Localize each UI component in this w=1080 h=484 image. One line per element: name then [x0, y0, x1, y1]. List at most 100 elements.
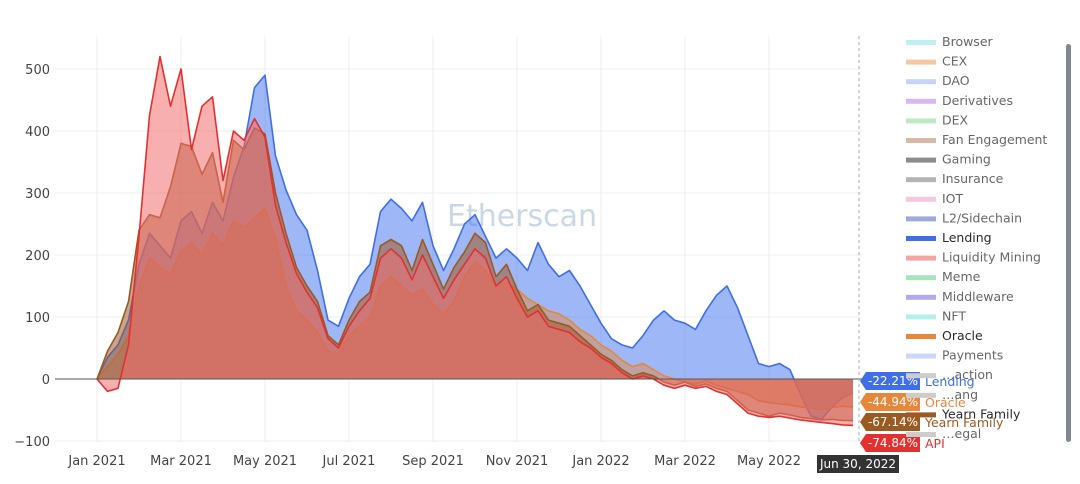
series-area-api: [97, 56, 853, 426]
end-label-lending: -22.21% Lending: [860, 372, 975, 390]
legend-swatch: [906, 177, 936, 183]
y-tick-label: 400: [25, 125, 50, 140]
x-tick-label: Mar 2021: [150, 454, 212, 469]
legend-label: NFT: [942, 308, 966, 323]
end-label-box: [860, 413, 920, 431]
legend-item--egal[interactable]: …egal: [906, 426, 981, 441]
end-label-series-name: API: [925, 436, 945, 451]
legend-label: Gaming: [942, 152, 991, 167]
end-label-value: -22.21%: [868, 374, 918, 388]
legend-swatch: [906, 334, 936, 339]
end-label-box: [860, 434, 920, 452]
legend-swatch: [906, 118, 936, 124]
legend-label: …action: [942, 367, 993, 382]
legend-label: Yearn Family: [941, 406, 1021, 421]
end-label-oracle: -44.94% Oracle: [860, 393, 966, 411]
legend-item-nft[interactable]: NFT: [906, 308, 966, 323]
legend-item-liquidity-mining[interactable]: Liquidity Mining: [906, 250, 1041, 265]
legend-swatch: [906, 392, 936, 398]
legend-swatch: [906, 40, 936, 45]
legend-item-dao[interactable]: DAO: [906, 73, 970, 88]
end-label-box: [860, 393, 920, 411]
end-label-api: -74.84% API: [860, 434, 945, 452]
legend-item-meme[interactable]: Meme: [906, 269, 981, 284]
series-line-api: [96, 55, 854, 427]
legend-item--ang[interactable]: …ang: [906, 387, 978, 402]
end-labels: -22.21% Lending -44.94% Oracle -67.14% Yearn …: [860, 372, 1004, 452]
legend-item-middleware[interactable]: Middleware: [906, 289, 1014, 304]
legend-label: Liquidity Mining: [942, 250, 1041, 265]
end-label-series-name: Yearn Family: [924, 415, 1004, 430]
legend-item-iot[interactable]: IOT: [906, 191, 964, 206]
legend-label: CEX: [942, 54, 968, 69]
y-tick-label: 0: [42, 373, 50, 388]
x-tick-label: May 2021: [233, 454, 297, 469]
hover-date-label: Jun 30, 2022: [819, 457, 896, 471]
legend-scrollbar[interactable]: [1066, 44, 1071, 442]
legend-swatch: [906, 432, 936, 437]
legend-swatch: [906, 255, 936, 261]
legend-label: Meme: [942, 269, 981, 284]
hover-date-box: [817, 455, 899, 473]
legend-label: …egal: [942, 426, 981, 441]
legend-label: L2/Sidechain: [942, 210, 1022, 225]
legend-swatch: [906, 157, 936, 163]
legend-item-insurance[interactable]: Insurance: [906, 171, 1004, 186]
legend-swatch: [906, 138, 936, 143]
legend-item-lending[interactable]: Lending: [906, 230, 992, 245]
legend-label: Oracle: [942, 328, 983, 343]
legend-swatch: [906, 59, 936, 65]
legend-swatch: [906, 275, 936, 281]
legend-item-oracle[interactable]: Oracle: [906, 328, 983, 343]
hover-date-tooltip: Jun 30, 2022: [817, 455, 899, 473]
legend-swatch: [906, 373, 936, 379]
legend-item-gaming[interactable]: Gaming: [906, 152, 991, 167]
legend-label: DAO: [942, 73, 970, 88]
x-tick-label: Jan 2022: [571, 454, 629, 469]
legend-item-dex[interactable]: DEX: [906, 112, 969, 127]
legend-swatch: [906, 353, 936, 359]
legend-item-l2-sidechain[interactable]: L2/Sidechain: [906, 210, 1022, 225]
legend[interactable]: Browser CEX DAO Derivatives DEX Fan Engagemen…: [906, 34, 1047, 441]
x-tick-label: May 2022: [737, 454, 801, 469]
x-tick-label: Mar 2022: [654, 454, 716, 469]
legend-swatch: [906, 98, 936, 104]
y-axis: 500 400 300 200 100 0 −100: [14, 63, 50, 450]
series-layer: [96, 55, 854, 427]
y-tick-label: 200: [25, 249, 50, 264]
legend-item-payments[interactable]: Payments: [906, 348, 1003, 363]
legend-item-browser[interactable]: Browser: [906, 34, 994, 49]
legend-swatch: [906, 236, 936, 241]
legend-label: IOT: [942, 191, 964, 206]
x-axis: Jan 2021 Mar 2021 May 2021 Jul 2021 Sep 2021…: [67, 454, 801, 469]
legend-label: Fan Engagement: [942, 132, 1047, 147]
legend-label: Lending: [942, 230, 992, 245]
legend-item--action[interactable]: …action: [906, 367, 993, 382]
legend-item-yearn-family[interactable]: Yearn Family: [906, 406, 1021, 421]
x-tick-label: Jan 2021: [67, 454, 125, 469]
legend-label: …ang: [942, 387, 978, 402]
x-tick-label: Nov 2021: [486, 454, 549, 469]
x-tick-label: Jul 2021: [322, 454, 376, 469]
legend-label: Payments: [942, 348, 1003, 363]
end-label-box: [860, 372, 920, 390]
x-tick-label: Sep 2021: [402, 454, 464, 469]
legend-label: Middleware: [942, 289, 1014, 304]
legend-item-derivatives[interactable]: Derivatives: [906, 93, 1013, 108]
legend-swatch: [906, 412, 936, 418]
legend-item-cex[interactable]: CEX: [906, 54, 968, 69]
legend-swatch: [906, 196, 936, 202]
legend-label: Browser: [942, 34, 994, 49]
legend-label: DEX: [942, 112, 969, 127]
y-tick-label: −100: [14, 435, 50, 450]
legend-label: Derivatives: [942, 93, 1013, 108]
legend-swatch: [906, 216, 936, 222]
y-tick-label: 300: [25, 187, 50, 202]
end-label-series-name: Lending: [925, 374, 975, 389]
end-label-value: -44.94%: [868, 395, 918, 409]
y-tick-label: 100: [25, 311, 50, 326]
legend-swatch: [906, 294, 936, 300]
end-label-value: -67.14%: [868, 415, 918, 429]
legend-item-fan-engagement[interactable]: Fan Engagement: [906, 132, 1047, 147]
